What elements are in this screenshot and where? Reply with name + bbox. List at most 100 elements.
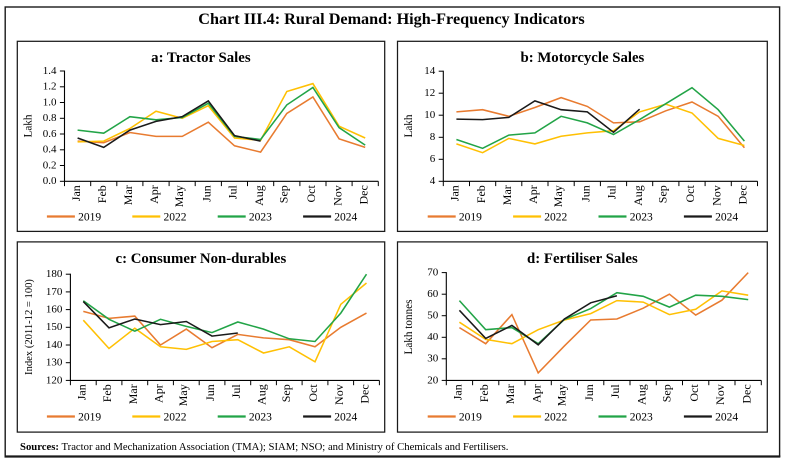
svg-text:Feb: Feb [477,384,491,402]
svg-text:Oct: Oct [304,185,318,203]
svg-text:Jun: Jun [200,185,214,202]
svg-text:2022: 2022 [164,411,187,423]
svg-text:120: 120 [46,374,63,386]
svg-text:Jun: Jun [203,384,217,401]
svg-text:Mar: Mar [121,185,135,205]
svg-text:Dec: Dec [358,384,372,403]
svg-text:60: 60 [427,288,439,300]
svg-text:Jul: Jul [605,185,619,200]
svg-text:Jul: Jul [229,384,243,399]
svg-text:2024: 2024 [715,411,738,423]
svg-text:70: 70 [427,267,439,279]
svg-text:Aug: Aug [631,185,645,206]
svg-text:Oct: Oct [683,185,697,203]
svg-text:10: 10 [424,109,436,121]
svg-text:30: 30 [427,353,439,365]
svg-text:Dec: Dec [356,185,370,204]
svg-text:Sep: Sep [277,185,291,203]
svg-text:Jul: Jul [608,384,622,399]
svg-text:1.4: 1.4 [43,65,57,77]
svg-text:140: 140 [46,339,63,351]
svg-text:40: 40 [427,331,439,343]
svg-text:0.2: 0.2 [43,159,57,171]
svg-text:2019: 2019 [78,211,101,223]
svg-text:Apr: Apr [147,185,161,204]
svg-text:50: 50 [427,310,439,322]
svg-text:150: 150 [46,321,63,333]
svg-text:a: Tractor Sales: a: Tractor Sales [151,50,251,66]
svg-text:Jan: Jan [75,384,89,400]
svg-text:2023: 2023 [249,211,272,223]
svg-text:Nov: Nov [713,384,727,405]
svg-text:2024: 2024 [715,211,738,223]
svg-text:Feb: Feb [100,384,114,402]
svg-text:Apr: Apr [152,384,166,403]
svg-text:130: 130 [46,357,63,369]
svg-text:Index (2011-12 = 100): Index (2011-12 = 100) [24,279,35,375]
svg-text:12: 12 [424,87,435,99]
svg-text:2024: 2024 [334,411,357,423]
svg-text:Aug: Aug [255,384,269,405]
svg-text:1.0: 1.0 [43,96,57,108]
svg-text:Jan: Jan [448,185,462,201]
svg-text:d: Fertiliser Sales: d: Fertiliser Sales [527,251,638,267]
svg-text:Sep: Sep [279,384,293,402]
svg-text:4: 4 [430,175,436,187]
svg-text:Nov: Nov [709,185,723,206]
svg-text:Dec: Dec [739,384,753,403]
svg-text:0.8: 0.8 [43,112,57,124]
svg-text:Aug: Aug [252,185,266,206]
svg-text:Nov: Nov [332,384,346,405]
svg-text:Sep: Sep [656,185,670,203]
svg-text:170: 170 [46,286,63,298]
svg-text:160: 160 [46,304,63,316]
svg-text:Mar: Mar [503,384,517,404]
svg-text:Sources: Tractor and Mechaniza: Sources: Tractor and Mechanization Assoc… [20,441,508,453]
svg-text:14: 14 [424,65,436,77]
svg-text:0.4: 0.4 [43,144,57,156]
svg-text:6: 6 [430,153,436,165]
svg-text:Mar: Mar [500,185,514,205]
svg-text:2023: 2023 [249,411,272,423]
svg-text:Lakh: Lakh [403,114,415,137]
svg-text:Dec: Dec [736,185,750,204]
svg-text:1.2: 1.2 [43,81,57,93]
svg-text:May: May [176,384,190,406]
svg-text:8: 8 [430,131,436,143]
svg-text:c: Consumer Non-durables: c: Consumer Non-durables [116,251,287,267]
svg-text:2022: 2022 [164,211,187,223]
svg-text:Nov: Nov [330,185,344,206]
svg-text:2024: 2024 [334,211,357,223]
svg-text:2023: 2023 [630,211,653,223]
svg-text:2019: 2019 [459,411,482,423]
svg-text:Jun: Jun [582,384,596,401]
svg-text:2022: 2022 [544,211,567,223]
svg-text:Aug: Aug [634,384,648,405]
svg-text:0.6: 0.6 [43,128,57,140]
svg-text:Feb: Feb [95,185,109,203]
svg-text:Oct: Oct [306,384,320,402]
svg-text:Jun: Jun [579,185,593,202]
svg-text:b: Motorcycle Sales: b: Motorcycle Sales [520,50,644,66]
svg-text:Feb: Feb [474,185,488,203]
svg-text:May: May [554,384,568,406]
svg-text:2023: 2023 [630,411,653,423]
svg-text:Jan: Jan [451,384,465,400]
svg-text:May: May [172,185,186,207]
svg-text:Lakh: Lakh [22,114,34,137]
svg-text:Sep: Sep [659,384,673,402]
svg-text:Apr: Apr [526,185,540,204]
svg-text:May: May [551,185,565,207]
svg-text:Jan: Jan [69,185,83,201]
svg-text:Lakh tonnes: Lakh tonnes [403,300,415,355]
svg-text:2019: 2019 [78,411,101,423]
svg-text:Mar: Mar [126,384,140,404]
svg-text:Jul: Jul [226,185,240,200]
svg-text:0.0: 0.0 [43,175,57,187]
svg-text:180: 180 [46,268,63,280]
svg-text:Oct: Oct [687,384,701,402]
svg-text:Apr: Apr [529,384,543,403]
svg-text:2019: 2019 [459,211,482,223]
svg-text:2022: 2022 [544,411,567,423]
svg-text:Chart III.4: Rural Demand: Hig: Chart III.4: Rural Demand: High-Frequenc… [198,10,584,28]
